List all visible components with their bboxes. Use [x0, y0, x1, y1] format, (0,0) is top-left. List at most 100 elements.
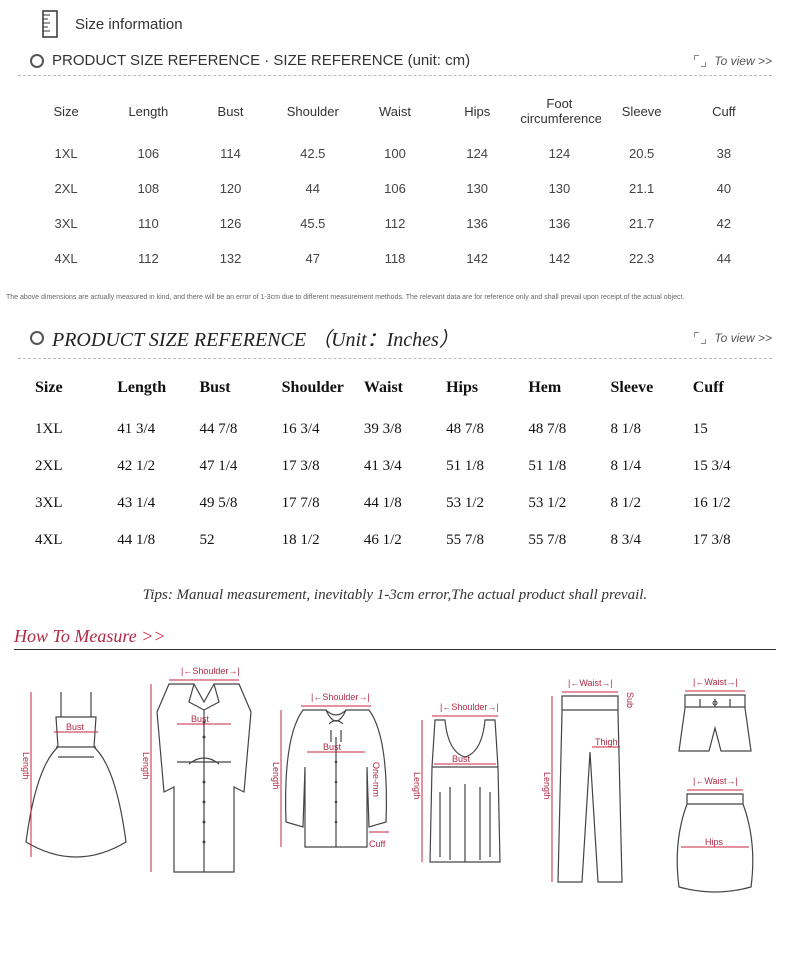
column-header: Hips — [436, 86, 518, 136]
table-cell: 130 — [518, 171, 600, 206]
length-label: Length — [412, 772, 422, 800]
table-cell: 44 1/8 — [354, 485, 436, 522]
length-label: Length — [141, 752, 151, 780]
garment-shorts: |←Waist→| — [665, 673, 765, 768]
table-cell: 112 — [107, 241, 189, 276]
bust-label: Bust — [66, 722, 85, 732]
table-row: 3XL11012645.511213613621.742 — [25, 206, 765, 241]
table-cell: 38 — [683, 136, 765, 171]
to-view-label: To view >> — [714, 54, 772, 68]
column-header: Shoulder — [272, 86, 354, 136]
table-cell: 16 3/4 — [272, 411, 354, 448]
column-header: Sleeve — [601, 369, 683, 411]
table-cell: 8 3/4 — [601, 522, 683, 559]
to-view-label: To view >> — [714, 331, 772, 345]
length-label: Length — [542, 772, 552, 800]
table-cell: 1XL — [25, 136, 107, 171]
table-cell: 124 — [436, 136, 518, 171]
table-cell: 17 3/8 — [683, 522, 765, 559]
table-cell: 52 — [189, 522, 271, 559]
page-title: Size information — [75, 16, 183, 33]
section-in-header: PRODUCT SIZE REFERENCE （Unit：Inches） To … — [0, 319, 790, 356]
table-cell: 42 1/2 — [107, 448, 189, 485]
table-cell: 42 — [683, 206, 765, 241]
table-row: 4XL1121324711814214222.344 — [25, 241, 765, 276]
table-cell: 51 1/8 — [436, 448, 518, 485]
table-cell: 41 3/4 — [107, 411, 189, 448]
table-cell: 45.5 — [272, 206, 354, 241]
target-icon — [30, 54, 44, 68]
column-header: Hips — [436, 369, 518, 411]
table-cell: 17 7/8 — [272, 485, 354, 522]
garment-pants: |←Waist→| Thigh Length Sub — [528, 672, 651, 902]
table-cell: 55 7/8 — [436, 522, 518, 559]
table-cell: 2XL — [25, 171, 107, 206]
cm-disclaimer: The above dimensions are actually measur… — [0, 280, 790, 319]
column-header: Length — [107, 369, 189, 411]
table-cell: 21.7 — [601, 206, 683, 241]
table-cell: 18 1/2 — [272, 522, 354, 559]
garment-blouse: |←Shoulder→| Bust One-mm Cuff Length — [271, 682, 401, 902]
table-cell: 4XL — [25, 241, 107, 276]
table-cell: 132 — [189, 241, 271, 276]
table-cell: 43 1/4 — [107, 485, 189, 522]
column-header: Length — [107, 86, 189, 136]
thigh-label: Thigh — [595, 737, 618, 747]
garment-coat: |←Shoulder→| Bust Length — [139, 662, 269, 902]
table-cell: 8 1/4 — [601, 448, 683, 485]
waist-label: |←Waist→| — [568, 678, 613, 688]
section-in-title: PRODUCT SIZE REFERENCE （Unit：Inches） — [52, 323, 459, 352]
table-cell: 120 — [189, 171, 271, 206]
size-table-inches: SizeLengthBustShoulderWaistHipsHemSleeve… — [25, 369, 765, 559]
garment-tank: |←Shoulder→| Bust Length — [403, 692, 526, 902]
table-cell: 136 — [518, 206, 600, 241]
table-cell: 41 3/4 — [354, 448, 436, 485]
to-view-cm[interactable]: To view >> — [694, 54, 772, 68]
table-row: 1XL10611442.510012412420.538 — [25, 136, 765, 171]
column-header: Waist — [354, 86, 436, 136]
table-cell: 17 3/8 — [272, 448, 354, 485]
section-cm-header: PRODUCT SIZE REFERENCE · SIZE REFERENCE … — [0, 48, 790, 73]
table-cell: 40 — [683, 171, 765, 206]
column-header: Hem — [518, 369, 600, 411]
column-header: Size — [25, 86, 107, 136]
table-cell: 21.1 — [601, 171, 683, 206]
shoulder-label: |←Shoulder→| — [181, 666, 240, 676]
expand-icon — [694, 55, 706, 67]
shoulder-label: |←Shoulder→| — [311, 692, 370, 702]
table-cell: 46 1/2 — [354, 522, 436, 559]
divider — [18, 358, 772, 359]
table-cell: 4XL — [25, 522, 107, 559]
table-cell: 44 1/8 — [107, 522, 189, 559]
how-to-measure-title: How To Measure >> — [0, 624, 790, 649]
column-header: Sleeve — [601, 86, 683, 136]
shoulder-label: |←Shoulder→| — [440, 702, 499, 712]
table-cell: 100 — [354, 136, 436, 171]
table-cell: 55 7/8 — [518, 522, 600, 559]
table-cell: 142 — [436, 241, 518, 276]
table-cell: 8 1/8 — [601, 411, 683, 448]
table-cell: 44 7/8 — [189, 411, 271, 448]
table-cell: 114 — [189, 136, 271, 171]
table-cell: 2XL — [25, 448, 107, 485]
column-header: Waist — [354, 369, 436, 411]
table-cell: 20.5 — [601, 136, 683, 171]
table-cell: 49 5/8 — [189, 485, 271, 522]
sub-label: Sub — [625, 692, 635, 708]
column-header: Bust — [189, 86, 271, 136]
cuff-label: Cuff — [369, 839, 386, 849]
garment-skirt: |←Waist→| Hips — [665, 772, 765, 902]
waist-label: |←Waist→| — [693, 677, 738, 687]
table-cell: 16 1/2 — [683, 485, 765, 522]
chevron-right-icon: >> — [141, 626, 165, 646]
table-cell: 53 1/2 — [436, 485, 518, 522]
table-cell: 15 3/4 — [683, 448, 765, 485]
column-header: Cuff — [683, 369, 765, 411]
bust-label: Bust — [191, 714, 210, 724]
header: Size information — [0, 0, 790, 48]
tips-text: Tips: Manual measurement, inevitably 1-3… — [0, 569, 790, 624]
waist-label: |←Waist→| — [693, 776, 738, 786]
to-view-in[interactable]: To view >> — [694, 331, 772, 345]
column-header: Bust — [189, 369, 271, 411]
target-icon — [30, 331, 44, 345]
